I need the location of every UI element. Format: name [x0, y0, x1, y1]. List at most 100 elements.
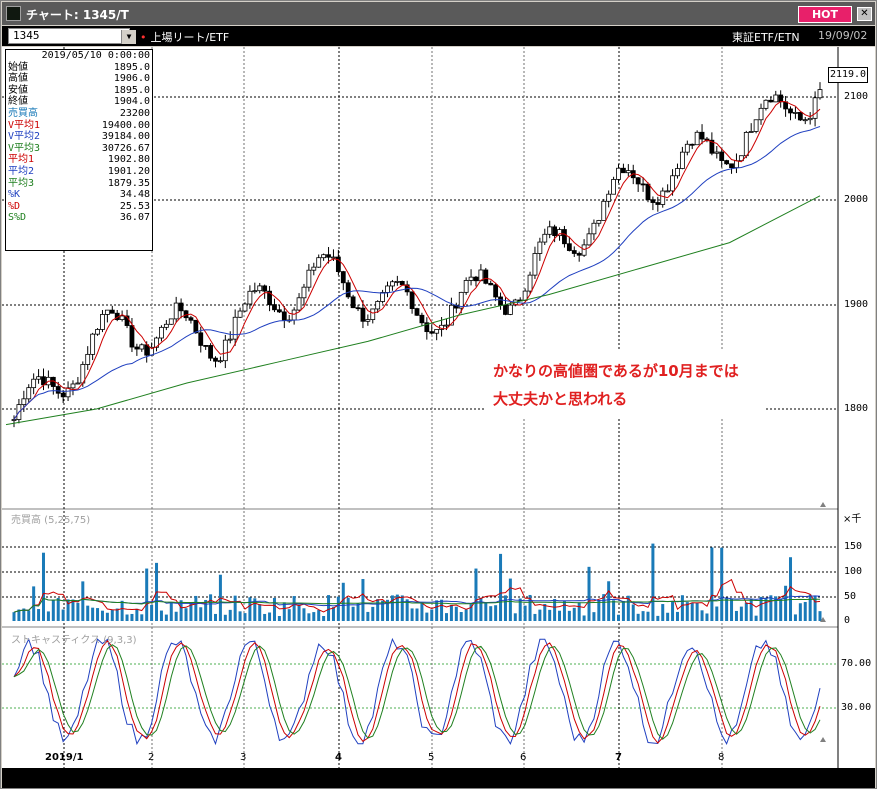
volume-bar: [238, 611, 242, 621]
volume-bar: [518, 598, 522, 621]
volume-bar: [798, 603, 802, 621]
candle-body: [773, 94, 779, 103]
candle-body: [276, 309, 282, 313]
candle-body: [301, 286, 307, 299]
candle-body: [714, 151, 720, 154]
volume-bar: [587, 566, 591, 621]
volume-bar: [376, 599, 380, 621]
price-tick: 1900: [844, 299, 869, 310]
hot-button[interactable]: HOT: [798, 6, 852, 23]
candle-body: [340, 271, 346, 284]
candle-body: [493, 284, 499, 298]
ma2-line: [13, 126, 821, 420]
legend-row: 始値 1895.0: [6, 62, 152, 74]
volume-bar: [410, 608, 414, 621]
volume-bar: [779, 599, 783, 621]
volume-bar: [607, 581, 611, 621]
candle-body: [134, 346, 140, 350]
legend-value: 25.53: [119, 200, 150, 212]
volume-bar: [130, 613, 134, 621]
volume-bar: [81, 581, 85, 621]
volume-bar: [105, 612, 109, 621]
candle-body: [375, 301, 381, 310]
volume-bar: [91, 607, 95, 621]
candle-body: [178, 302, 184, 312]
candle-body: [311, 266, 317, 271]
candle-body: [296, 297, 302, 311]
candle-body: [734, 160, 739, 169]
candle-body: [139, 344, 145, 350]
candle-body: [335, 256, 341, 273]
legend-label: V平均2: [8, 131, 41, 143]
candle-body: [547, 226, 553, 235]
volume-bar: [700, 610, 704, 621]
legend-label: %D: [8, 200, 21, 212]
volume-bar: [646, 611, 650, 621]
legend-row: 安値 1895.0: [6, 85, 152, 97]
volume-bar: [248, 597, 252, 621]
candle-body: [198, 332, 204, 346]
candle-body: [699, 131, 705, 140]
candle-body: [507, 304, 513, 315]
volume-bar: [759, 596, 763, 621]
volume-bar: [61, 609, 65, 621]
symbol-input[interactable]: 1345 ▼: [8, 28, 136, 44]
legend-label: 高値: [8, 73, 28, 85]
candle-body: [380, 292, 385, 302]
candle-body: [591, 222, 597, 235]
volume-bar: [513, 613, 517, 621]
scroll-bar[interactable]: [2, 768, 875, 788]
title-bar: チャート: 1345/T HOT ✕: [2, 2, 875, 25]
candle-body: [21, 398, 27, 406]
stoch-indicator-label: ストキャスティクス (9,3,3): [11, 635, 137, 646]
volume-bar: [695, 602, 699, 621]
date-tick: 8: [718, 752, 725, 763]
volume-bar: [145, 568, 149, 621]
volume-bar: [636, 613, 640, 621]
volume-bar: [100, 610, 104, 621]
candle-body: [257, 285, 263, 292]
volume-bar: [533, 613, 537, 621]
legend-label: %K: [8, 189, 21, 201]
legend-label: 安値: [8, 84, 28, 96]
candle-body: [326, 254, 331, 258]
candle-body: [758, 107, 764, 121]
date-tick: 5: [428, 752, 435, 763]
candle-body: [473, 276, 479, 282]
last-price-tag: 2119.0: [828, 67, 868, 83]
candle-body: [724, 160, 730, 165]
candle-body: [188, 317, 194, 321]
candle-body: [635, 177, 641, 185]
volume-bar: [199, 607, 203, 621]
candle-body: [557, 229, 562, 237]
stoch-k-line: [13, 637, 821, 746]
volume-bar: [444, 613, 448, 621]
volume-bar: [312, 612, 316, 621]
candle-body: [109, 309, 115, 314]
date-tick: 3: [240, 752, 247, 763]
volume-bar: [297, 604, 301, 621]
volume-bar: [548, 609, 552, 621]
candle-body: [291, 309, 297, 321]
legend-row: 平均3 1879.35: [6, 178, 152, 190]
chevron-down-icon[interactable]: ▼: [121, 30, 136, 44]
volume-bar: [449, 604, 453, 621]
volume-bar: [626, 595, 630, 621]
legend-row: 平均1 1902.80: [6, 154, 152, 166]
candle-body: [596, 220, 602, 224]
volume-bar: [602, 594, 606, 621]
candle-body: [665, 190, 671, 193]
candle-body: [566, 243, 572, 251]
legend-value: 1879.35: [107, 177, 150, 189]
volume-indicator-label: 売買高 (5,25,75): [11, 515, 91, 526]
candle-body: [601, 200, 607, 221]
legend-value: 1902.80: [107, 154, 150, 166]
ma3-line: [5, 195, 821, 426]
candle-body: [670, 175, 675, 192]
toolbar: 1345 ▼ • 上場リート/ETF 東証ETF/ETN 19/09/02: [2, 26, 875, 46]
candle-body: [434, 329, 440, 334]
close-icon[interactable]: ✕: [857, 7, 872, 21]
volume-bar: [818, 611, 822, 621]
volume-bar: [774, 596, 778, 621]
volume-bar: [341, 582, 345, 621]
